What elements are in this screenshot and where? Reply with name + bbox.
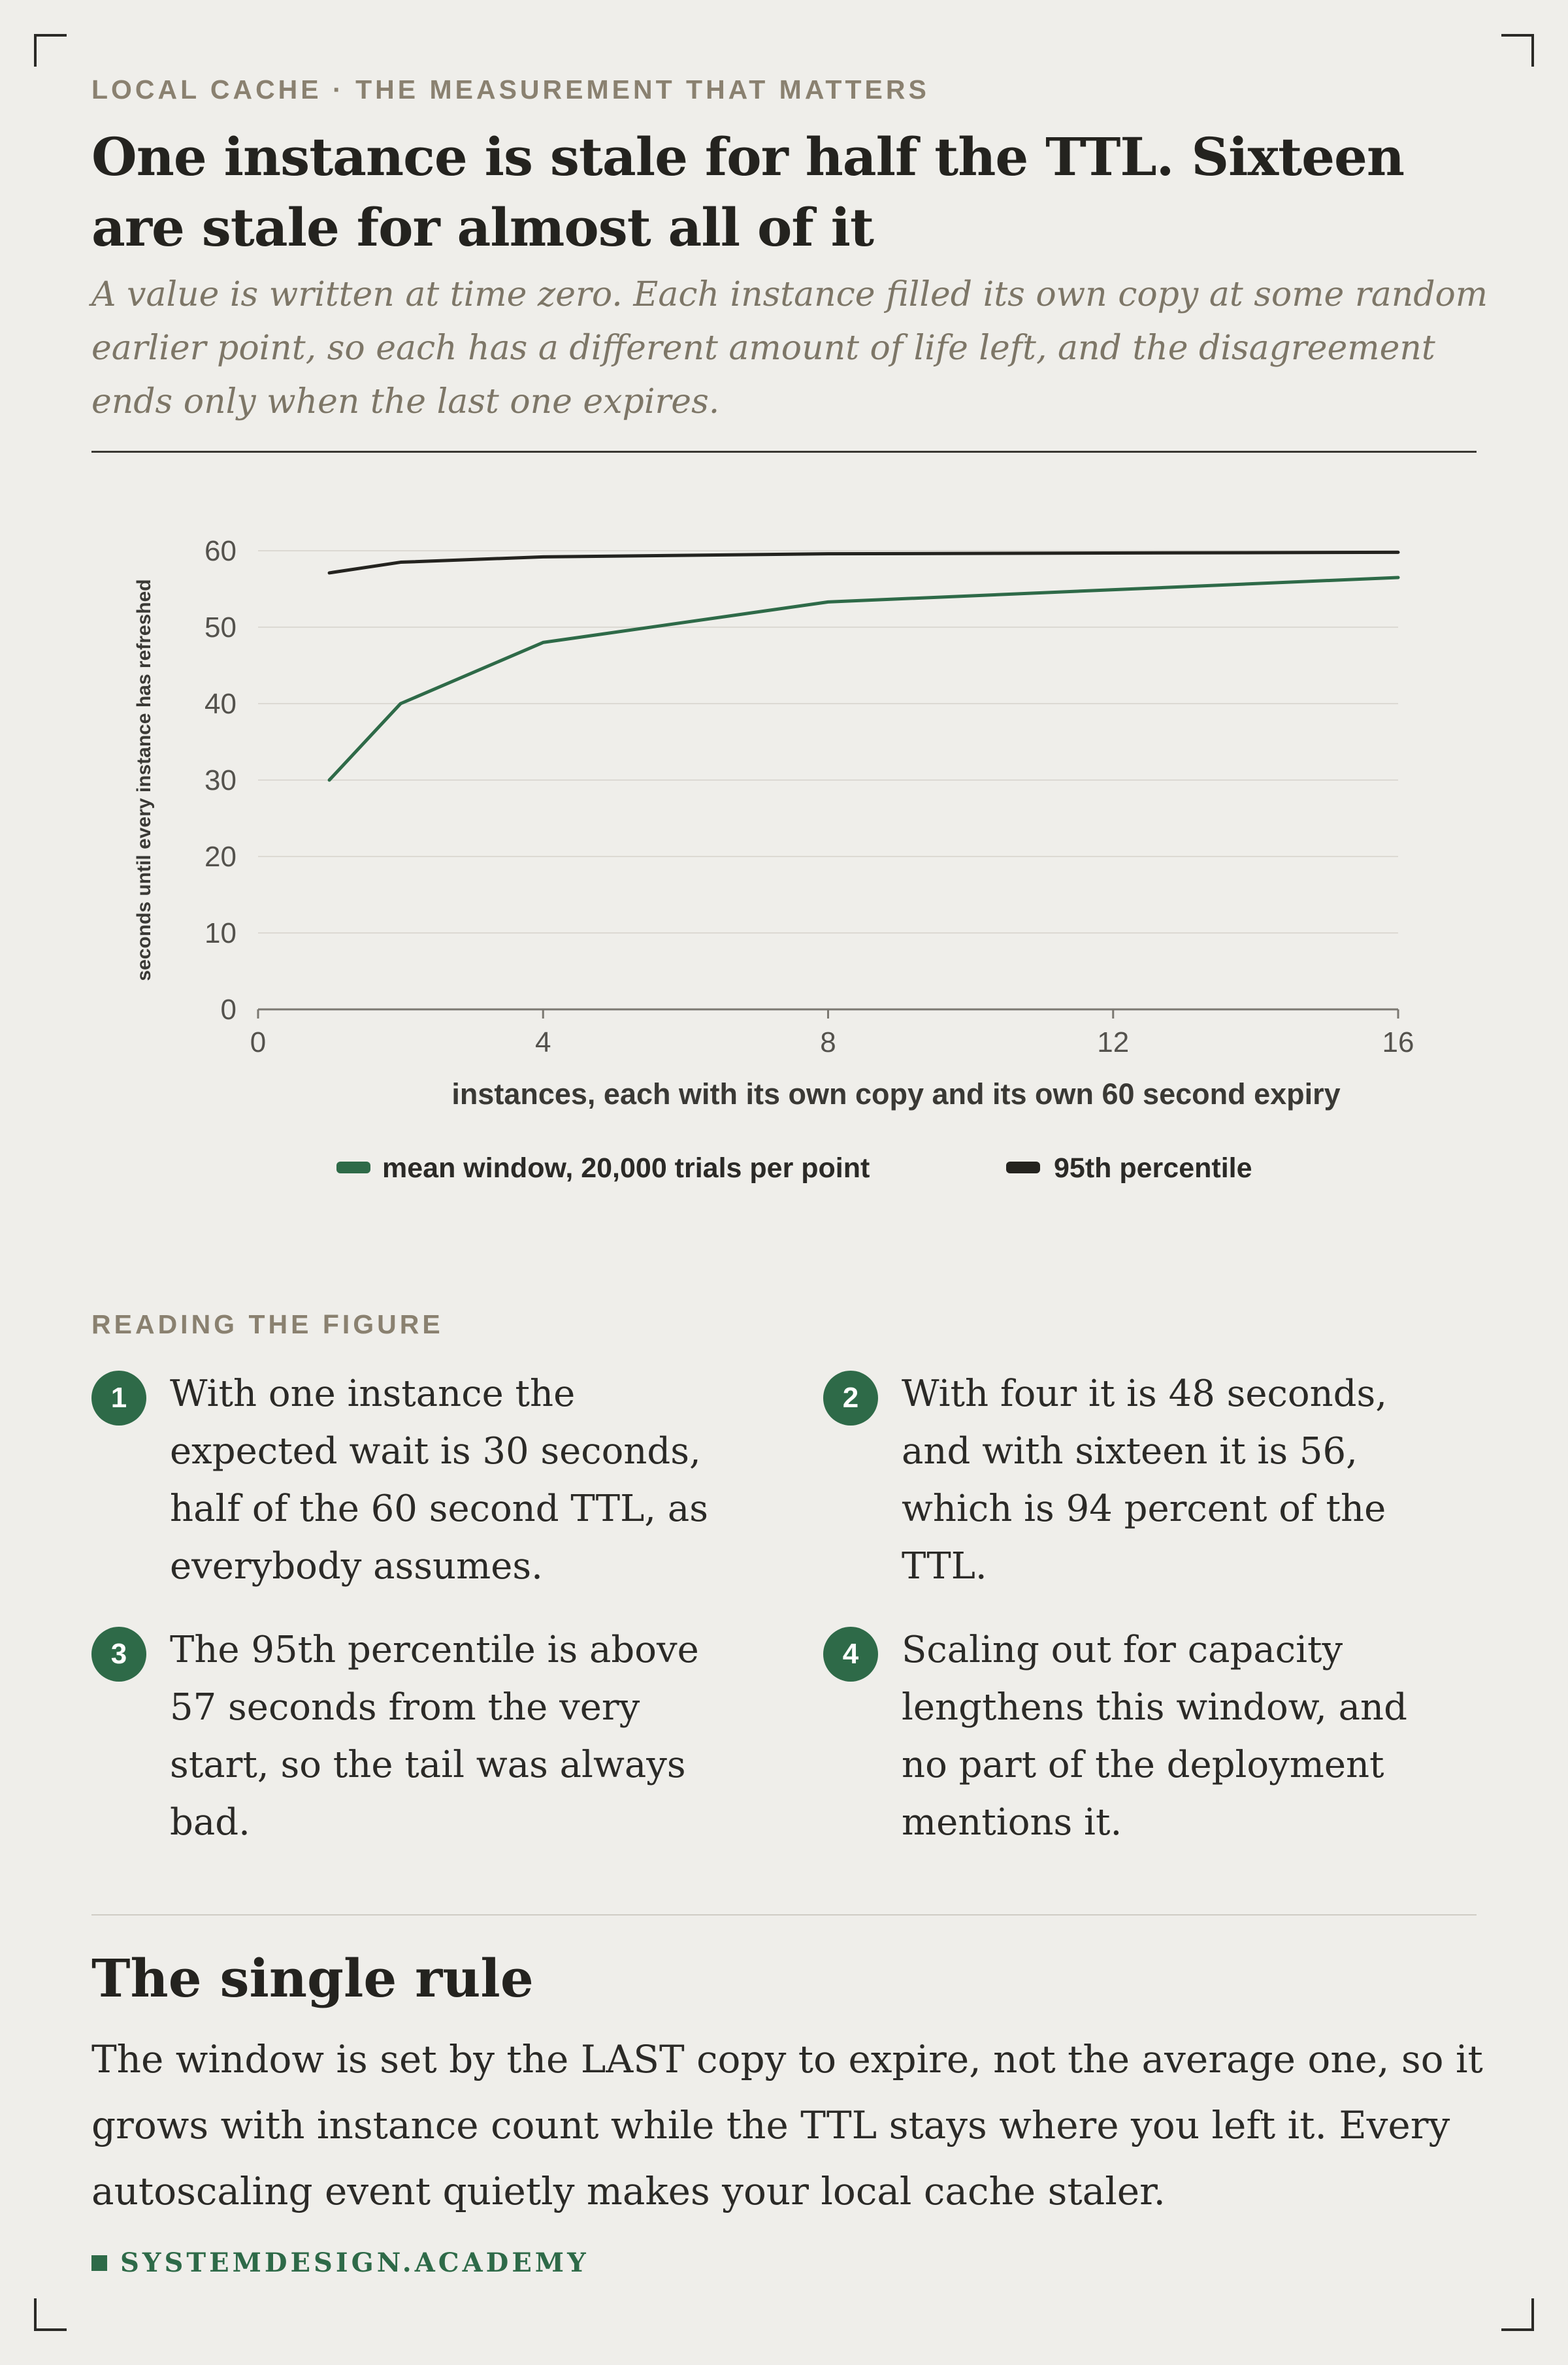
- corner-mark-bottom-right: [1501, 2298, 1534, 2331]
- chart-axes: 0 10 20 30 40 50 60 0 4 8 12 16: [204, 535, 1414, 1058]
- chart-legend: mean window, 20,000 trials per point 95th…: [336, 1152, 1252, 1184]
- series-2-point: [1397, 551, 1399, 553]
- y-tick-label: 40: [204, 688, 237, 720]
- x-tick-label: 16: [1382, 1026, 1414, 1058]
- eyebrow-label: LOCAL CACHE · THE MEASUREMENT THAT MATTE…: [91, 74, 930, 105]
- dek: A value is written at time zero. Each in…: [91, 275, 1488, 421]
- section-divider: [91, 1914, 1477, 1916]
- legend-label-2: 95th percentile: [1054, 1152, 1252, 1184]
- y-tick-label: 60: [204, 535, 237, 567]
- x-tick-label: 8: [820, 1026, 836, 1058]
- series-line-1: [327, 576, 1400, 782]
- brand-footer[interactable]: SYSTEMDESIGN.ACADEMY: [91, 2247, 589, 2278]
- note-number-badge: 4: [823, 1627, 878, 1682]
- legend-label-1: mean window, 20,000 trials per point: [382, 1152, 870, 1184]
- series-1-point: [542, 642, 544, 643]
- headline: One instance is stale for half the TTL. …: [91, 126, 1405, 258]
- note-number-badge: 3: [91, 1627, 146, 1682]
- brand-square-icon: [91, 2255, 107, 2271]
- line-chart: 0 10 20 30 40 50 60 0 4 8 12 16 instances, each wit…: [133, 535, 1414, 1184]
- x-tick-label: 0: [250, 1026, 266, 1058]
- corner-mark-bottom-left: [34, 2298, 67, 2331]
- legend-swatch-2: [1006, 1162, 1040, 1173]
- y-tick-label: 20: [204, 841, 237, 873]
- note-text: Scaling out for capacity lengthens this …: [902, 1629, 1407, 1844]
- series-1-point: [329, 779, 330, 781]
- corner-mark-top-left: [34, 34, 67, 67]
- note-text: With one instance the expected wait is 3…: [170, 1373, 709, 1588]
- x-axis-title: instances, each with its own copy and it…: [451, 1077, 1340, 1111]
- y-tick-label: 30: [204, 764, 237, 796]
- note-text: The 95th percentile is above 57 seconds …: [170, 1629, 699, 1844]
- series-2-point: [400, 562, 401, 563]
- y-axis-title: seconds until every instance has refresh…: [133, 579, 155, 981]
- x-tick-label: 12: [1097, 1026, 1129, 1058]
- reading-section-label: READING THE FIGURE: [91, 1309, 444, 1339]
- series-1-point: [1397, 577, 1399, 578]
- rule-title: The single rule: [91, 1948, 534, 2009]
- y-tick-label: 50: [204, 612, 237, 644]
- series-2-point: [329, 572, 330, 574]
- note-number-badge: 1: [91, 1371, 146, 1426]
- chart-grid: [258, 550, 1398, 934]
- series-line-2: [327, 550, 1400, 575]
- brand-name: SYSTEMDESIGN.ACADEMY: [120, 2247, 589, 2278]
- header-divider: [91, 451, 1477, 453]
- chart-series: [327, 550, 1400, 782]
- x-tick-label: 4: [535, 1026, 551, 1058]
- note-number-badge: 2: [823, 1371, 878, 1426]
- rule-body: The window is set by the LAST copy to ex…: [91, 2037, 1483, 2213]
- note-text: With four it is 48 seconds, and with six…: [902, 1373, 1388, 1588]
- legend-swatch-1: [336, 1162, 370, 1173]
- y-tick-label: 0: [221, 994, 237, 1026]
- y-tick-label: 10: [204, 917, 237, 949]
- corner-mark-top-right: [1501, 34, 1534, 67]
